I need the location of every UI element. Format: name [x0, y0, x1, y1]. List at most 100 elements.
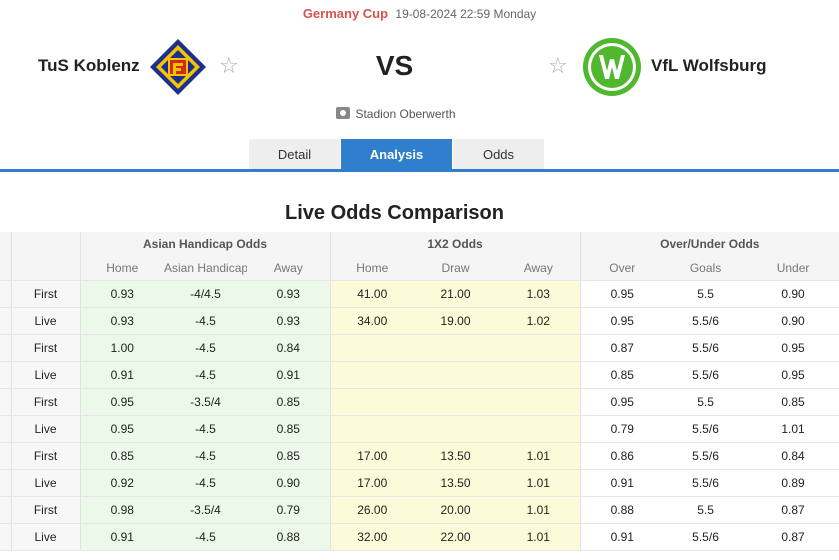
row-spacer: [0, 388, 12, 416]
x12-odds-cell: [414, 361, 498, 389]
x12-odds-cell: [329, 334, 415, 362]
competition-name[interactable]: Germany Cup: [302, 6, 389, 21]
ou-odds-cell: 0.91: [579, 469, 665, 497]
away-favorite-star-icon[interactable]: ☆: [548, 53, 568, 78]
ou-odds-cell: 5.5/6: [664, 442, 748, 470]
away-team-logo-icon[interactable]: [582, 37, 642, 97]
ah-odds-cell: -4.5: [164, 361, 247, 389]
ah-odds-cell: 0.93: [80, 307, 164, 335]
ou-odds-cell: 0.90: [747, 280, 839, 308]
tab-detail[interactable]: Detail: [249, 139, 340, 170]
column-header: Away: [247, 256, 331, 281]
ou-odds-cell: 0.95: [579, 280, 665, 308]
column-header: Home: [80, 256, 164, 281]
table-row[interactable]: Live 0.93 -4.5 0.93 34.00 19.00 1.02 0.95 5.5/6 0…: [0, 307, 839, 335]
venue-name: Stadion Oberwerth: [355, 107, 456, 121]
ah-odds-cell: 0.98: [80, 496, 164, 524]
row-type-label: First: [11, 334, 81, 362]
ah-odds-cell: -4.5: [164, 523, 247, 551]
ah-odds-cell: -4/4.5: [164, 280, 247, 308]
away-team-name[interactable]: VfL Wolfsburg: [651, 56, 767, 75]
x12-odds-cell: 19.00: [414, 307, 498, 335]
ou-odds-cell: 0.84: [747, 442, 839, 470]
ou-odds-cell: 0.91: [579, 523, 665, 551]
ah-odds-cell: -4.5: [164, 415, 247, 443]
column-header: Over: [579, 256, 665, 281]
row-type-label: Live: [11, 361, 81, 389]
ou-odds-cell: 5.5/6: [664, 361, 748, 389]
table-row[interactable]: First 0.98 -3.5/4 0.79 26.00 20.00 1.01 0.88 5.5…: [0, 496, 839, 524]
ah-odds-cell: 0.88: [247, 523, 331, 551]
column-header: Asian Handicap: [164, 256, 247, 281]
ah-odds-cell: 0.93: [247, 280, 331, 308]
ou-odds-cell: 5.5/6: [664, 334, 748, 362]
ou-odds-cell: 5.5/6: [664, 307, 748, 335]
row-type-label: Live: [11, 415, 81, 443]
ou-odds-cell: 5.5/6: [664, 415, 748, 443]
versus-label: VS: [375, 50, 414, 81]
table-row[interactable]: First 0.93 -4/4.5 0.93 41.00 21.00 1.03 0.95 5.5…: [0, 280, 839, 308]
ah-odds-cell: 0.95: [80, 388, 164, 416]
table-row[interactable]: First 0.85 -4.5 0.85 17.00 13.50 1.01 0.86 5.5/6…: [0, 442, 839, 470]
x12-odds-cell: [497, 361, 581, 389]
ah-odds-cell: 0.79: [247, 496, 331, 524]
table-row[interactable]: First 1.00 -4.5 0.84 0.87 5.5/6 0.95: [0, 334, 839, 362]
row-spacer: [0, 415, 12, 443]
x12-odds-cell: 41.00: [329, 280, 415, 308]
ah-odds-cell: 0.85: [247, 415, 331, 443]
group-over-under: Over/Under Odds: [579, 232, 839, 256]
x12-odds-cell: 1.01: [497, 442, 581, 470]
x12-odds-cell: [497, 334, 581, 362]
ah-odds-cell: -3.5/4: [164, 496, 247, 524]
table-group-header: Asian Handicap Odds 1X2 Odds Over/Under …: [0, 232, 839, 256]
ou-odds-cell: 0.95: [579, 388, 665, 416]
home-favorite-star-icon[interactable]: ☆: [219, 53, 239, 78]
ah-odds-cell: 0.85: [80, 442, 164, 470]
ou-odds-cell: 0.95: [747, 361, 839, 389]
ou-odds-cell: 0.88: [579, 496, 665, 524]
ah-odds-cell: 0.85: [247, 442, 331, 470]
x12-odds-cell: 21.00: [414, 280, 498, 308]
tab-underline: [0, 169, 839, 172]
tab-analysis[interactable]: Analysis: [341, 139, 452, 170]
x12-odds-cell: 20.00: [414, 496, 498, 524]
ah-odds-cell: -4.5: [164, 469, 247, 497]
column-header: Home: [329, 256, 415, 281]
x12-odds-cell: [497, 415, 581, 443]
ou-odds-cell: 0.87: [579, 334, 665, 362]
table-row[interactable]: Live 0.95 -4.5 0.85 0.79 5.5/6 1.01: [0, 415, 839, 443]
table-sub-header: Home Asian Handicap Away Home Draw Away …: [0, 256, 839, 281]
home-team-name[interactable]: TuS Koblenz: [38, 56, 140, 75]
ah-odds-cell: 0.84: [247, 334, 331, 362]
home-team-logo-icon[interactable]: [148, 37, 208, 97]
x12-odds-cell: 26.00: [329, 496, 415, 524]
row-spacer: [0, 469, 12, 497]
ah-odds-cell: 0.95: [80, 415, 164, 443]
table-row[interactable]: Live 0.91 -4.5 0.91 0.85 5.5/6 0.95: [0, 361, 839, 389]
ou-odds-cell: 0.95: [579, 307, 665, 335]
ah-odds-cell: 0.85: [247, 388, 331, 416]
ou-odds-cell: 5.5: [664, 388, 748, 416]
ah-odds-cell: 0.90: [247, 469, 331, 497]
row-type-label: First: [11, 280, 81, 308]
x12-odds-cell: 17.00: [329, 442, 415, 470]
x12-odds-cell: 13.50: [414, 469, 498, 497]
table-row[interactable]: Live 0.91 -4.5 0.88 32.00 22.00 1.01 0.91 5.5/6 0…: [0, 523, 839, 551]
row-spacer: [0, 307, 12, 335]
x12-odds-cell: 17.00: [329, 469, 415, 497]
ah-odds-cell: 0.92: [80, 469, 164, 497]
x12-odds-cell: 1.01: [497, 469, 581, 497]
row-type-label: First: [11, 496, 81, 524]
ou-odds-cell: 0.95: [747, 334, 839, 362]
x12-odds-cell: 1.03: [497, 280, 581, 308]
tab-odds[interactable]: Odds: [453, 139, 544, 170]
ah-odds-cell: 0.93: [247, 307, 331, 335]
column-header: Goals: [664, 256, 748, 281]
group-1x2: 1X2 Odds: [329, 232, 581, 256]
ou-odds-cell: 5.5/6: [664, 523, 748, 551]
row-spacer: [0, 442, 12, 470]
ou-odds-cell: 0.90: [747, 307, 839, 335]
x12-odds-cell: [329, 415, 415, 443]
table-row[interactable]: Live 0.92 -4.5 0.90 17.00 13.50 1.01 0.91 5.5/6 0…: [0, 469, 839, 497]
table-row[interactable]: First 0.95 -3.5/4 0.85 0.95 5.5 0.85: [0, 388, 839, 416]
